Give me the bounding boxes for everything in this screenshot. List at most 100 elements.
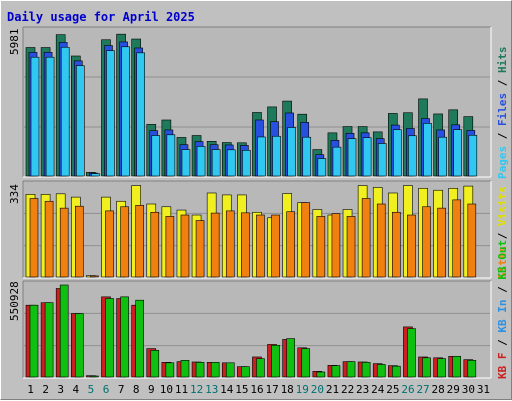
bar-sites-day-22 bbox=[346, 216, 356, 278]
bar-kbout-day-3 bbox=[59, 284, 69, 378]
bar-pages-day-17 bbox=[272, 135, 281, 177]
bar-sites-day-9 bbox=[150, 211, 160, 278]
legend-files: Files bbox=[496, 93, 509, 126]
x-tick-label-day-14: 14 bbox=[220, 383, 234, 396]
bar-sites-day-6 bbox=[105, 210, 114, 278]
bar-kbout-day-4 bbox=[74, 313, 84, 378]
x-tick-label-day-6: 6 bbox=[103, 383, 110, 396]
bar-kbout-day-14 bbox=[225, 362, 235, 378]
bar-kbout-day-28 bbox=[437, 358, 446, 378]
bar-sites-day-8 bbox=[135, 205, 144, 278]
panel-kbytes bbox=[22, 280, 492, 379]
legend-sites: Sites bbox=[496, 246, 509, 279]
x-tick-label-day-1: 1 bbox=[27, 383, 34, 396]
bar-sites-day-5 bbox=[90, 275, 99, 278]
bar-kbout-day-12 bbox=[195, 362, 205, 378]
bar-kbout-day-13 bbox=[210, 362, 220, 378]
bar-sites-day-26 bbox=[407, 214, 416, 278]
x-tick-label-day-11: 11 bbox=[175, 383, 188, 396]
x-tick-label-day-7: 7 bbox=[118, 383, 125, 396]
bar-sites-day-30 bbox=[467, 203, 477, 278]
bar-pages-day-26 bbox=[408, 135, 417, 177]
legend-kb-f: KB F bbox=[496, 353, 509, 380]
x-tick-label-day-16: 16 bbox=[250, 383, 263, 396]
bar-sites-day-17 bbox=[271, 214, 280, 278]
bar-pages-day-2 bbox=[45, 56, 55, 177]
legend-visits: Visits bbox=[496, 186, 509, 226]
x-tick-label-day-31: 31 bbox=[477, 383, 490, 396]
legend-bottom: KB F / KB In / KB Out bbox=[496, 240, 509, 379]
bar-sites-day-7 bbox=[120, 206, 129, 278]
bar-pages-day-30 bbox=[468, 134, 478, 177]
bar-pages-day-24 bbox=[377, 143, 387, 177]
bar-pages-day-15 bbox=[242, 150, 251, 177]
bar-sites-day-2 bbox=[44, 200, 54, 278]
bar-kbout-day-21 bbox=[331, 365, 341, 378]
x-tick-label-day-3: 3 bbox=[57, 383, 64, 396]
x-tick-label-day-29: 29 bbox=[447, 383, 460, 396]
bar-kbout-day-24 bbox=[376, 364, 386, 378]
bar-kbout-day-7 bbox=[120, 296, 129, 378]
bar-kbout-day-23 bbox=[361, 362, 371, 378]
panel-hits-files-pages bbox=[22, 26, 492, 178]
bar-sites-day-29 bbox=[452, 199, 462, 278]
y-max-label-middle: 334 bbox=[8, 184, 21, 204]
x-tick-label-day-28: 28 bbox=[432, 383, 445, 396]
bar-kbout-day-29 bbox=[452, 355, 462, 378]
bar-kbout-day-11 bbox=[180, 360, 190, 378]
bar-kbout-day-16 bbox=[256, 358, 265, 378]
chart-title: Daily usage for April 2025 bbox=[7, 10, 195, 24]
bar-kbout-day-22 bbox=[346, 361, 356, 378]
bar-pages-day-5 bbox=[91, 173, 100, 177]
legend-kb-out: KB Out bbox=[496, 240, 509, 280]
x-tick-label-day-23: 23 bbox=[356, 383, 369, 396]
bar-sites-day-1 bbox=[29, 198, 39, 278]
bar-pages-day-21 bbox=[332, 146, 342, 177]
bar-pages-day-11 bbox=[181, 149, 191, 177]
x-tick-label-day-24: 24 bbox=[371, 383, 385, 396]
svg-text:KB F / KB In / KB Out: KB F / KB In / KB Out bbox=[496, 240, 509, 379]
x-tick-label-day-10: 10 bbox=[160, 383, 173, 396]
bar-sites-day-16 bbox=[256, 214, 265, 278]
bar-sites-day-24 bbox=[376, 203, 386, 278]
bar-pages-day-28 bbox=[438, 136, 447, 177]
bar-sites-day-18 bbox=[286, 211, 295, 278]
bar-sites-day-12 bbox=[195, 220, 205, 278]
x-tick-label-day-17: 17 bbox=[265, 383, 278, 396]
bar-kbout-day-5 bbox=[90, 375, 99, 378]
bar-pages-day-6 bbox=[106, 50, 115, 177]
bar-kbout-day-27 bbox=[422, 357, 431, 378]
bar-sites-day-21 bbox=[331, 213, 341, 278]
x-tick-label-day-12: 12 bbox=[190, 383, 203, 396]
bar-sites-day-14 bbox=[225, 210, 235, 278]
legend-hits: Hits bbox=[496, 47, 509, 74]
x-tick-label-day-13: 13 bbox=[205, 383, 218, 396]
x-tick-label-day-21: 21 bbox=[326, 383, 339, 396]
x-tick-label-day-2: 2 bbox=[42, 383, 49, 396]
bar-sites-day-27 bbox=[422, 206, 431, 278]
y-max-label-top: 5981 bbox=[8, 29, 21, 56]
legend-top: Pages / Files / Hits bbox=[496, 47, 509, 180]
x-axis-day-labels: 1 2 3 4 5 6 7 8 9 10 11 12 13 14 15 16 17 18 19 20 21 22 23 24 2… bbox=[27, 383, 490, 396]
bar-kbout-day-15 bbox=[241, 366, 250, 378]
bar-pages-day-9 bbox=[151, 135, 161, 177]
bar-kbout-day-10 bbox=[165, 362, 175, 378]
bar-kbout-day-9 bbox=[150, 349, 160, 378]
bar-sites-day-4 bbox=[74, 205, 84, 278]
x-tick-label-day-8: 8 bbox=[133, 383, 140, 396]
bar-sites-day-15 bbox=[241, 212, 250, 278]
bar-pages-day-8 bbox=[136, 52, 145, 177]
bar-kbout-day-30 bbox=[467, 360, 477, 378]
bar-pages-day-29 bbox=[453, 129, 463, 177]
bar-sites-day-19 bbox=[301, 202, 311, 278]
svg-text:Sites / Visits: Sites / Visits bbox=[496, 186, 509, 279]
bar-sites-day-11 bbox=[180, 214, 190, 278]
x-tick-label-day-22: 22 bbox=[341, 383, 354, 396]
bar-pages-day-18 bbox=[287, 127, 296, 177]
x-tick-label-day-20: 20 bbox=[311, 383, 324, 396]
y-max-label-bottom: 550928 bbox=[8, 281, 21, 321]
x-tick-label-day-4: 4 bbox=[73, 383, 80, 396]
bar-kbout-day-26 bbox=[407, 328, 416, 378]
